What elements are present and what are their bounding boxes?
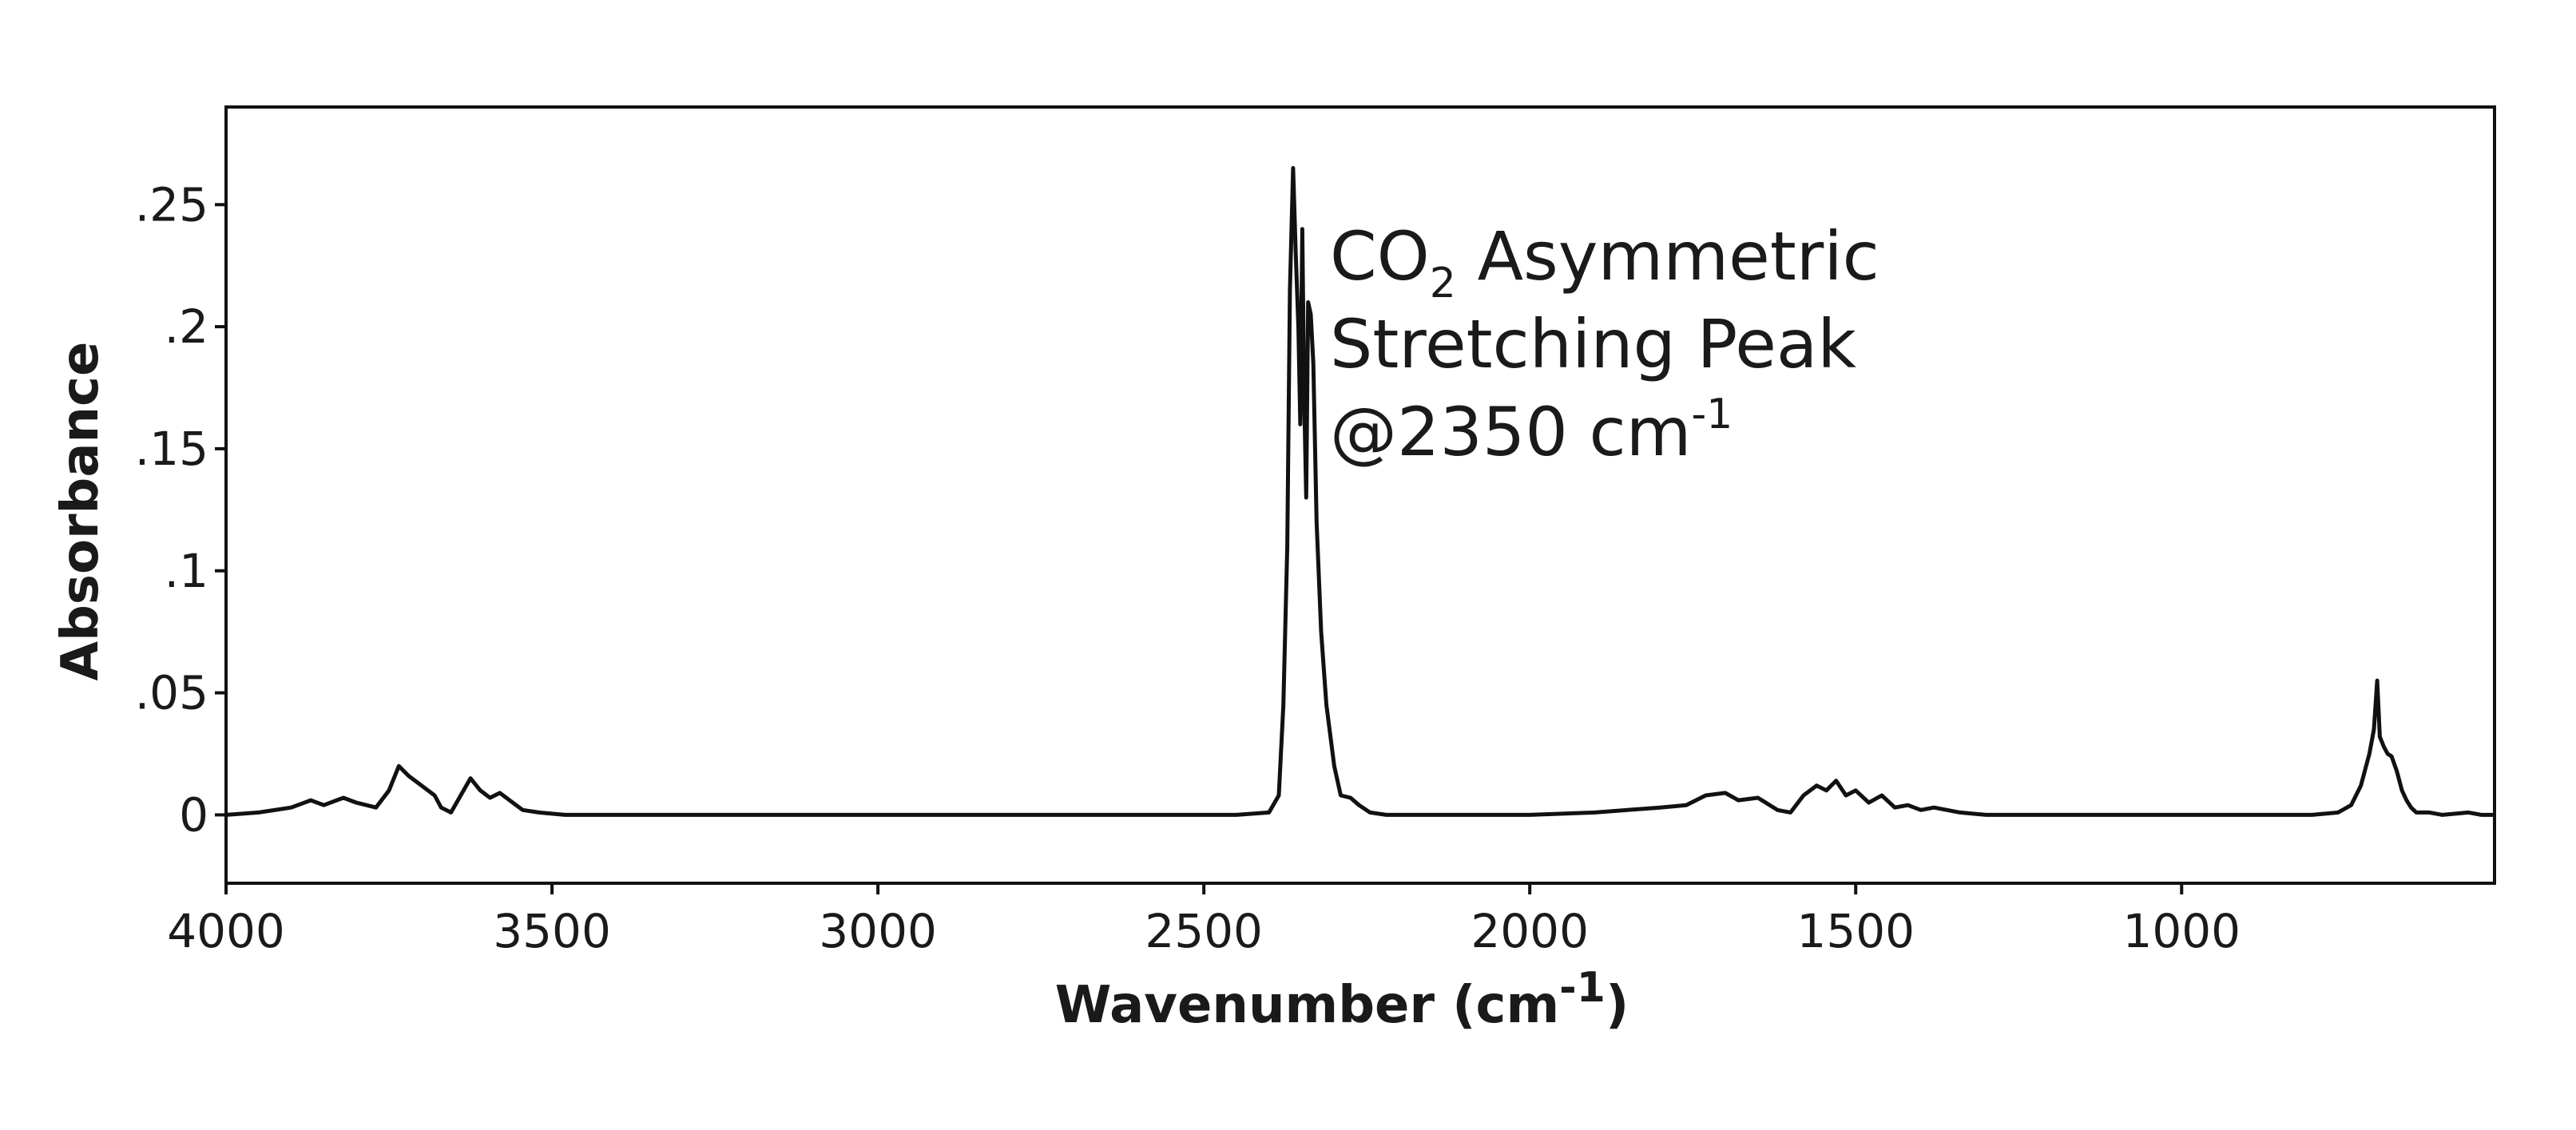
peak-annotation-line1: CO2 Asymmetric: [1330, 217, 1879, 307]
peak-annotation-line3: @2350 cm-1: [1330, 391, 1733, 471]
annotation-co: CO: [1330, 217, 1430, 295]
x-axis-title: Wavenumber (cm-1): [1055, 964, 1629, 1035]
x-axis-ticks: 4000 3500 3000 2500 2000 1500 1000: [167, 883, 2241, 958]
annotation-wavenumber: @2350 cm: [1330, 393, 1691, 471]
y-tick-label: .05: [135, 666, 208, 720]
spectrum-line: [225, 165, 2495, 817]
y-axis-ticks: 0 .05 .1 .15 .2 .25: [135, 177, 226, 842]
peak-annotation-line2: Stretching Peak: [1330, 305, 1856, 383]
x-tick-label: 3000: [819, 904, 937, 958]
y-tick-label: .2: [165, 299, 208, 354]
x-axis-unit-sup: -1: [1559, 964, 1606, 1012]
plot-frame: [224, 105, 2496, 885]
annotation-subscript-2: 2: [1430, 260, 1456, 307]
y-tick-label: .15: [135, 422, 208, 476]
x-tick-label: 2000: [1471, 904, 1589, 958]
annotation-superscript: -1: [1691, 391, 1733, 438]
y-tick-label: 0: [179, 787, 208, 842]
x-axis-unit-base: cm: [1476, 976, 1560, 1035]
x-tick-label: 2500: [1145, 904, 1263, 958]
x-tick-label: 1000: [2122, 904, 2241, 958]
x-axis-title-main: Wavenumber: [1055, 976, 1435, 1035]
x-tick-label: 1500: [1796, 904, 1915, 958]
y-axis-title: Absorbance: [51, 342, 110, 681]
x-tick-label: 3500: [493, 904, 611, 958]
annotation-asymmetric: Asymmetric: [1456, 217, 1879, 295]
y-tick-label: .1: [165, 544, 208, 598]
y-tick-label: .25: [135, 177, 208, 232]
x-tick-label: 4000: [167, 904, 285, 958]
